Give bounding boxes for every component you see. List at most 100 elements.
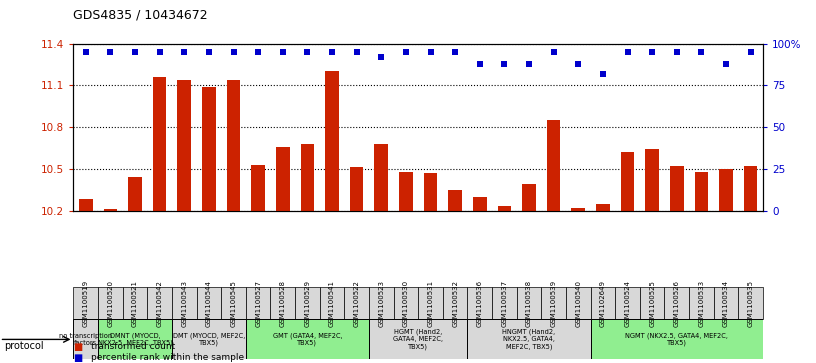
Bar bbox=[591, 319, 763, 359]
Text: ■: ■ bbox=[73, 342, 82, 352]
Bar bbox=[645, 149, 659, 211]
Bar bbox=[172, 287, 197, 319]
Bar bbox=[714, 287, 738, 319]
Text: HNGMT (Hand2,
NKX2.5, GATA4,
MEF2C, TBX5): HNGMT (Hand2, NKX2.5, GATA4, MEF2C, TBX5… bbox=[503, 329, 556, 350]
Text: ■: ■ bbox=[73, 352, 82, 363]
Bar bbox=[153, 77, 166, 211]
Text: DMNT (MYOCD,
NKX2.5, MEF2C, TBX5): DMNT (MYOCD, NKX2.5, MEF2C, TBX5) bbox=[98, 333, 172, 346]
Text: GSM1100542: GSM1100542 bbox=[157, 280, 162, 327]
Text: GSM1100539: GSM1100539 bbox=[551, 280, 557, 327]
Text: no transcription
factors: no transcription factors bbox=[60, 333, 113, 346]
Text: percentile rank within the sample: percentile rank within the sample bbox=[91, 353, 245, 362]
Bar bbox=[128, 177, 142, 211]
Bar bbox=[246, 319, 369, 359]
Bar bbox=[670, 166, 684, 211]
Text: GSM1100532: GSM1100532 bbox=[452, 280, 458, 327]
Bar bbox=[295, 287, 320, 319]
Bar bbox=[104, 209, 118, 211]
Bar bbox=[246, 287, 270, 319]
Text: transformed count: transformed count bbox=[91, 342, 175, 351]
Bar bbox=[640, 287, 664, 319]
Text: GDS4835 / 10434672: GDS4835 / 10434672 bbox=[73, 9, 208, 22]
Bar bbox=[694, 172, 708, 211]
Bar bbox=[448, 189, 462, 211]
Text: GSM1100523: GSM1100523 bbox=[379, 280, 384, 327]
Text: GSM1100534: GSM1100534 bbox=[723, 280, 729, 327]
Bar bbox=[591, 287, 615, 319]
Bar bbox=[369, 287, 393, 319]
Bar bbox=[227, 80, 240, 211]
Text: GSM1100538: GSM1100538 bbox=[526, 280, 532, 327]
Bar bbox=[221, 287, 246, 319]
Bar bbox=[326, 72, 339, 211]
Bar bbox=[517, 287, 541, 319]
Bar bbox=[393, 287, 418, 319]
Bar bbox=[98, 319, 172, 359]
Bar bbox=[621, 152, 634, 211]
Text: GSM1100537: GSM1100537 bbox=[501, 280, 508, 327]
Bar bbox=[738, 287, 763, 319]
Bar bbox=[664, 287, 689, 319]
Bar bbox=[547, 120, 561, 211]
Bar bbox=[172, 319, 246, 359]
Text: GSM1100536: GSM1100536 bbox=[477, 280, 483, 327]
Bar bbox=[399, 172, 413, 211]
Bar bbox=[418, 287, 443, 319]
Bar bbox=[744, 166, 757, 211]
Bar bbox=[571, 208, 585, 211]
Bar bbox=[148, 287, 172, 319]
Text: GMT (GATA4, MEF2C,
TBX5): GMT (GATA4, MEF2C, TBX5) bbox=[273, 333, 342, 346]
Text: GSM1100530: GSM1100530 bbox=[403, 280, 409, 327]
Bar bbox=[473, 197, 486, 211]
Text: GSM1100543: GSM1100543 bbox=[181, 280, 187, 327]
Bar bbox=[73, 319, 98, 359]
Text: NGMT (NKX2.5, GATA4, MEF2C,
TBX5): NGMT (NKX2.5, GATA4, MEF2C, TBX5) bbox=[625, 333, 728, 346]
Text: GSM1100541: GSM1100541 bbox=[329, 280, 335, 327]
Bar bbox=[522, 184, 536, 211]
Text: GSM1100533: GSM1100533 bbox=[698, 280, 704, 327]
Text: DMT (MYOCD, MEF2C,
TBX5): DMT (MYOCD, MEF2C, TBX5) bbox=[173, 333, 245, 346]
Text: GSM1100531: GSM1100531 bbox=[428, 280, 433, 327]
Text: GSM1102649: GSM1102649 bbox=[600, 280, 606, 327]
Bar bbox=[197, 287, 221, 319]
Bar bbox=[202, 87, 215, 211]
Bar bbox=[468, 287, 492, 319]
Text: GSM1100529: GSM1100529 bbox=[304, 280, 310, 327]
Text: HGMT (Hand2,
GATA4, MEF2C,
TBX5): HGMT (Hand2, GATA4, MEF2C, TBX5) bbox=[393, 329, 443, 350]
Text: GSM1100519: GSM1100519 bbox=[82, 280, 89, 327]
Bar bbox=[251, 164, 265, 211]
Text: GSM1100522: GSM1100522 bbox=[353, 280, 360, 327]
Bar bbox=[369, 319, 468, 359]
Text: GSM1100527: GSM1100527 bbox=[255, 280, 261, 327]
Bar bbox=[300, 144, 314, 211]
Text: GSM1100544: GSM1100544 bbox=[206, 280, 212, 327]
Bar bbox=[424, 173, 437, 211]
Text: GSM1100521: GSM1100521 bbox=[132, 280, 138, 327]
Text: GSM1100524: GSM1100524 bbox=[624, 280, 631, 327]
Bar bbox=[270, 287, 295, 319]
Bar bbox=[566, 287, 591, 319]
Bar bbox=[375, 144, 388, 211]
Text: GSM1100526: GSM1100526 bbox=[674, 280, 680, 327]
Bar bbox=[98, 287, 122, 319]
Bar bbox=[498, 206, 511, 211]
Text: protocol: protocol bbox=[4, 340, 44, 351]
Text: GSM1100545: GSM1100545 bbox=[230, 280, 237, 327]
Bar bbox=[541, 287, 566, 319]
Bar bbox=[689, 287, 714, 319]
Bar bbox=[350, 167, 363, 211]
Bar bbox=[79, 199, 92, 211]
Text: GSM1100528: GSM1100528 bbox=[280, 280, 286, 327]
Text: GSM1100520: GSM1100520 bbox=[108, 280, 113, 327]
Bar bbox=[344, 287, 369, 319]
Bar bbox=[122, 287, 148, 319]
Bar bbox=[276, 147, 290, 211]
Bar bbox=[615, 287, 640, 319]
Bar bbox=[178, 80, 191, 211]
Bar bbox=[596, 204, 610, 211]
Text: GSM1100525: GSM1100525 bbox=[650, 280, 655, 327]
Bar bbox=[320, 287, 344, 319]
Bar bbox=[443, 287, 468, 319]
Text: GSM1100540: GSM1100540 bbox=[575, 280, 581, 327]
Bar bbox=[492, 287, 517, 319]
